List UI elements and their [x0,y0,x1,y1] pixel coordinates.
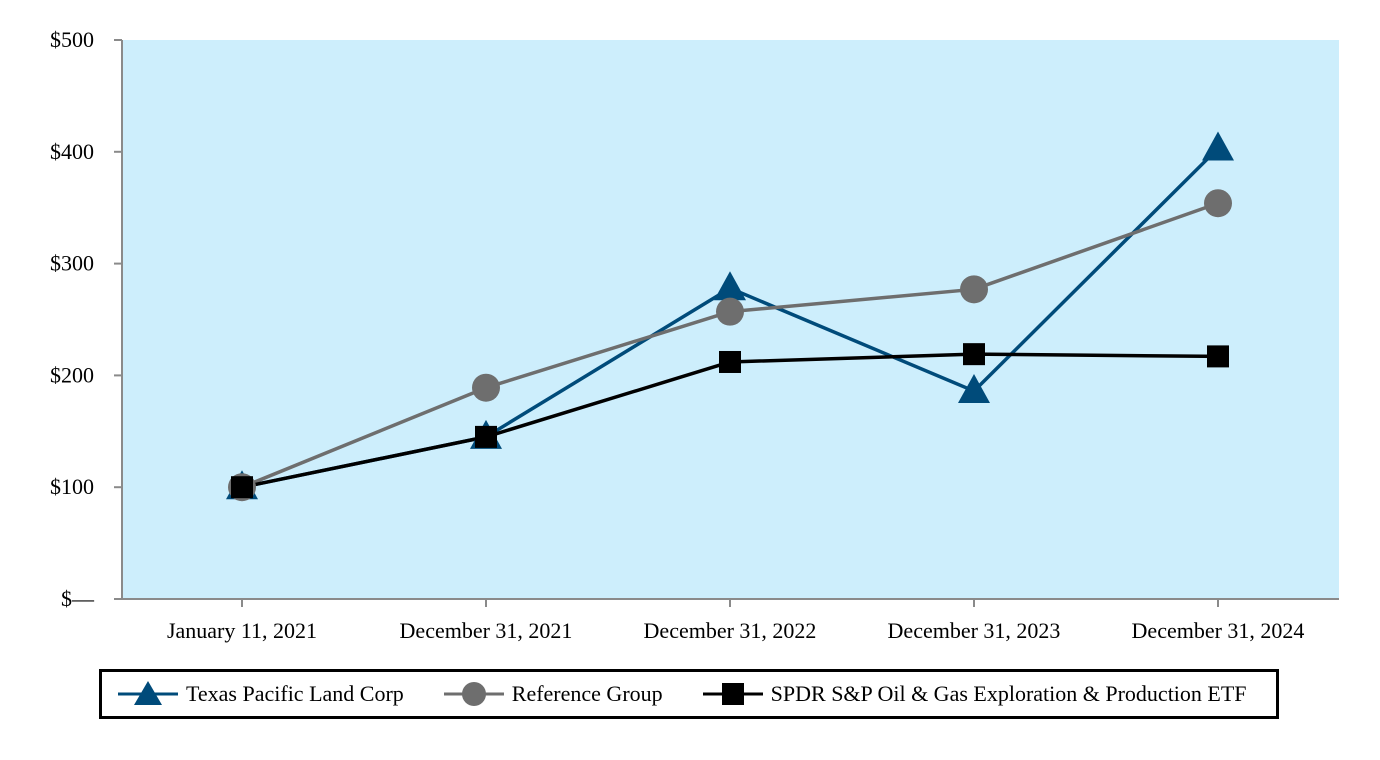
data-point-square [963,343,985,366]
x-tick-label: December 31, 2024 [1132,618,1305,643]
data-point-circle [716,297,744,326]
y-tick-label: $— [61,586,95,611]
legend: Texas Pacific Land Corp Reference Group … [99,669,1279,719]
x-tick-label: December 31, 2021 [400,618,573,643]
y-tick-label: $400 [50,139,94,164]
data-point-square [475,425,497,448]
data-point-square [231,476,253,499]
data-point-triangle [958,374,990,404]
data-point-triangle [1202,131,1234,161]
legend-item-texas-pacific: Texas Pacific Land Corp [118,679,404,709]
legend-label-texas-pacific: Texas Pacific Land Corp [186,681,404,706]
y-tick-label: $500 [50,27,94,52]
legend-symbol-triangle [118,681,178,705]
legend-symbol-circle [443,682,504,706]
legend-item-spdr-etf: SPDR S&P Oil & Gas Exploration & Product… [702,679,1247,709]
legend-label-spdr-etf: SPDR S&P Oil & Gas Exploration & Product… [770,681,1247,706]
x-tick-label: January 11, 2021 [167,618,317,643]
data-point-square [719,350,741,373]
axes [114,39,1339,607]
y-axis-labels: $— $100 $200 $300 $400 $500 [50,27,95,611]
data-point-circle [960,275,988,304]
x-tick-label: December 31, 2022 [644,618,817,643]
x-tick-label: December 31, 2023 [888,618,1061,643]
line-chart: $— $100 $200 $300 $400 $500 January 11, 2021 D… [50,27,1339,643]
legend-item-reference-group: Reference Group [443,679,663,709]
legend-symbol-square [702,683,763,705]
series-markers [226,131,1234,502]
data-point-square [1207,345,1229,368]
data-point-triangle [714,271,746,301]
y-tick-label: $300 [50,251,94,276]
x-axis-labels: January 11, 2021 December 31, 2021 Decembe… [167,618,1305,643]
y-tick-label: $200 [50,362,94,387]
legend-label-reference-group: Reference Group [511,681,663,706]
data-point-circle [1204,189,1232,218]
data-point-circle [472,373,500,402]
y-tick-label: $100 [50,474,94,499]
